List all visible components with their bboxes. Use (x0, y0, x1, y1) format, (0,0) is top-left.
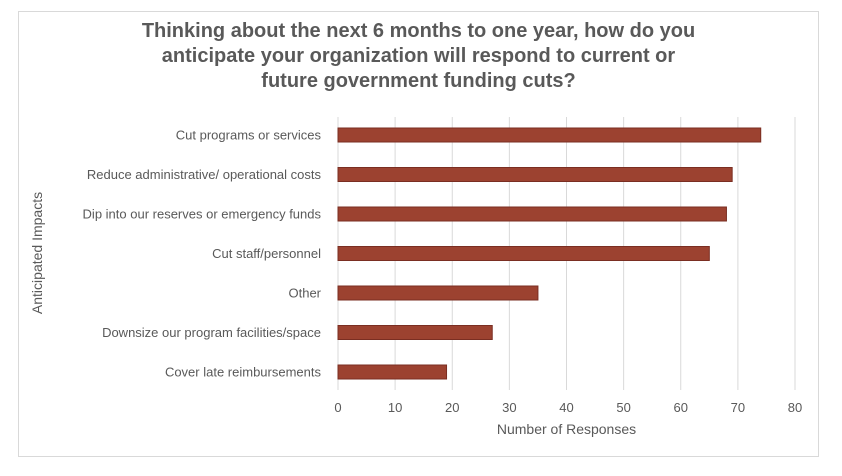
chart-title-line-2: anticipate your organization will respon… (161, 45, 676, 67)
x-axis-title: Number of Responses (497, 421, 636, 437)
chart-title-line-1: Thinking about the next 6 months to one … (141, 20, 696, 42)
category-label: Cover late reimbursements (165, 365, 322, 380)
x-tick-label: 30 (502, 400, 516, 415)
category-label: Cut programs or services (176, 128, 322, 143)
bar-1 (337, 127, 762, 143)
category-label: Cut staff/personnel (212, 246, 321, 261)
x-tick-label: 20 (445, 400, 459, 415)
x-tick-label: 40 (559, 400, 573, 415)
bar-4 (337, 246, 710, 261)
bars (337, 127, 762, 380)
x-tick-label: 10 (388, 400, 402, 415)
bar-7 (337, 364, 448, 380)
x-tick-label: 50 (616, 400, 630, 415)
x-tick-label: 60 (674, 400, 688, 415)
y-axis-title: Anticipated Impacts (29, 192, 45, 314)
x-tick-labels: 0 10 20 30 40 50 60 70 80 (334, 400, 802, 415)
chart-title: Thinking about the next 6 months to one … (18, 19, 819, 94)
bar-3 (337, 206, 727, 222)
bar-2 (337, 167, 733, 182)
category-label: Reduce administrative/ operational costs (87, 167, 322, 182)
chart-title-line-3: future government funding cuts? (261, 70, 576, 92)
category-label: Downsize our program facilities/space (102, 325, 321, 340)
chart-frame (18, 11, 819, 457)
category-labels: Cut programs or services Reduce administr… (83, 128, 322, 380)
category-label: Other (288, 286, 321, 301)
bar-6 (337, 325, 493, 340)
bar-5 (337, 285, 539, 301)
x-tick-label: 70 (731, 400, 745, 415)
category-label: Dip into our reserves or emergency funds (83, 207, 322, 222)
x-tick-label: 80 (788, 400, 802, 415)
x-tick-label: 0 (334, 400, 341, 415)
